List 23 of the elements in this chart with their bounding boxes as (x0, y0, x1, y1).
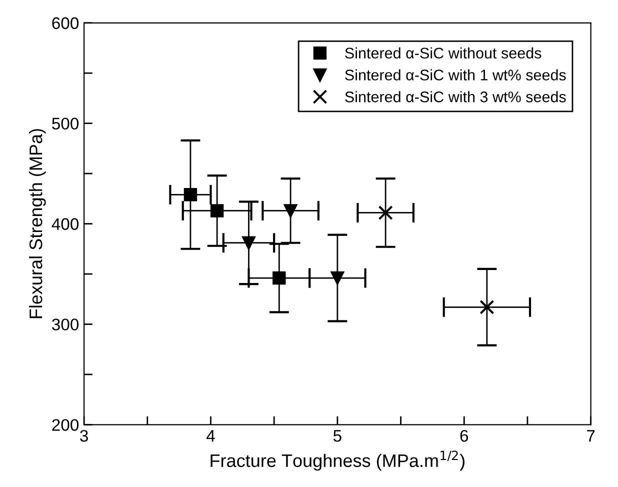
x-tick-label: 5 (333, 430, 342, 442)
legend-label: Sintered α-SiC without seeds (345, 47, 542, 59)
x-tick-label: 7 (587, 430, 595, 442)
point (284, 204, 298, 218)
x-tick-label: 3 (80, 430, 88, 442)
x-tick-label: 6 (460, 430, 468, 442)
point (480, 300, 494, 314)
point (378, 205, 393, 220)
y-tick-label: 300 (52, 318, 79, 330)
y-tick-label: 500 (52, 118, 79, 130)
y-axis-title: Flexural Strength (MPa) (28, 129, 46, 318)
x-axis-title: Fracture Toughness (MPa.m$^{1/2}$) (210, 450, 464, 471)
point (184, 188, 198, 202)
y-tick-label: 200 (52, 419, 79, 431)
legend-label: Sintered α-SiC with 3 wt% seeds (345, 91, 566, 102)
point (272, 271, 286, 285)
point (330, 271, 344, 285)
point (210, 204, 224, 218)
legend-label: Sintered α-SiC with 1 wt% seeds (345, 69, 566, 80)
x-tick-label: 4 (206, 430, 215, 442)
y-tick-label: 400 (52, 218, 79, 230)
point (242, 236, 256, 250)
y-tick-label: 600 (52, 17, 79, 30)
